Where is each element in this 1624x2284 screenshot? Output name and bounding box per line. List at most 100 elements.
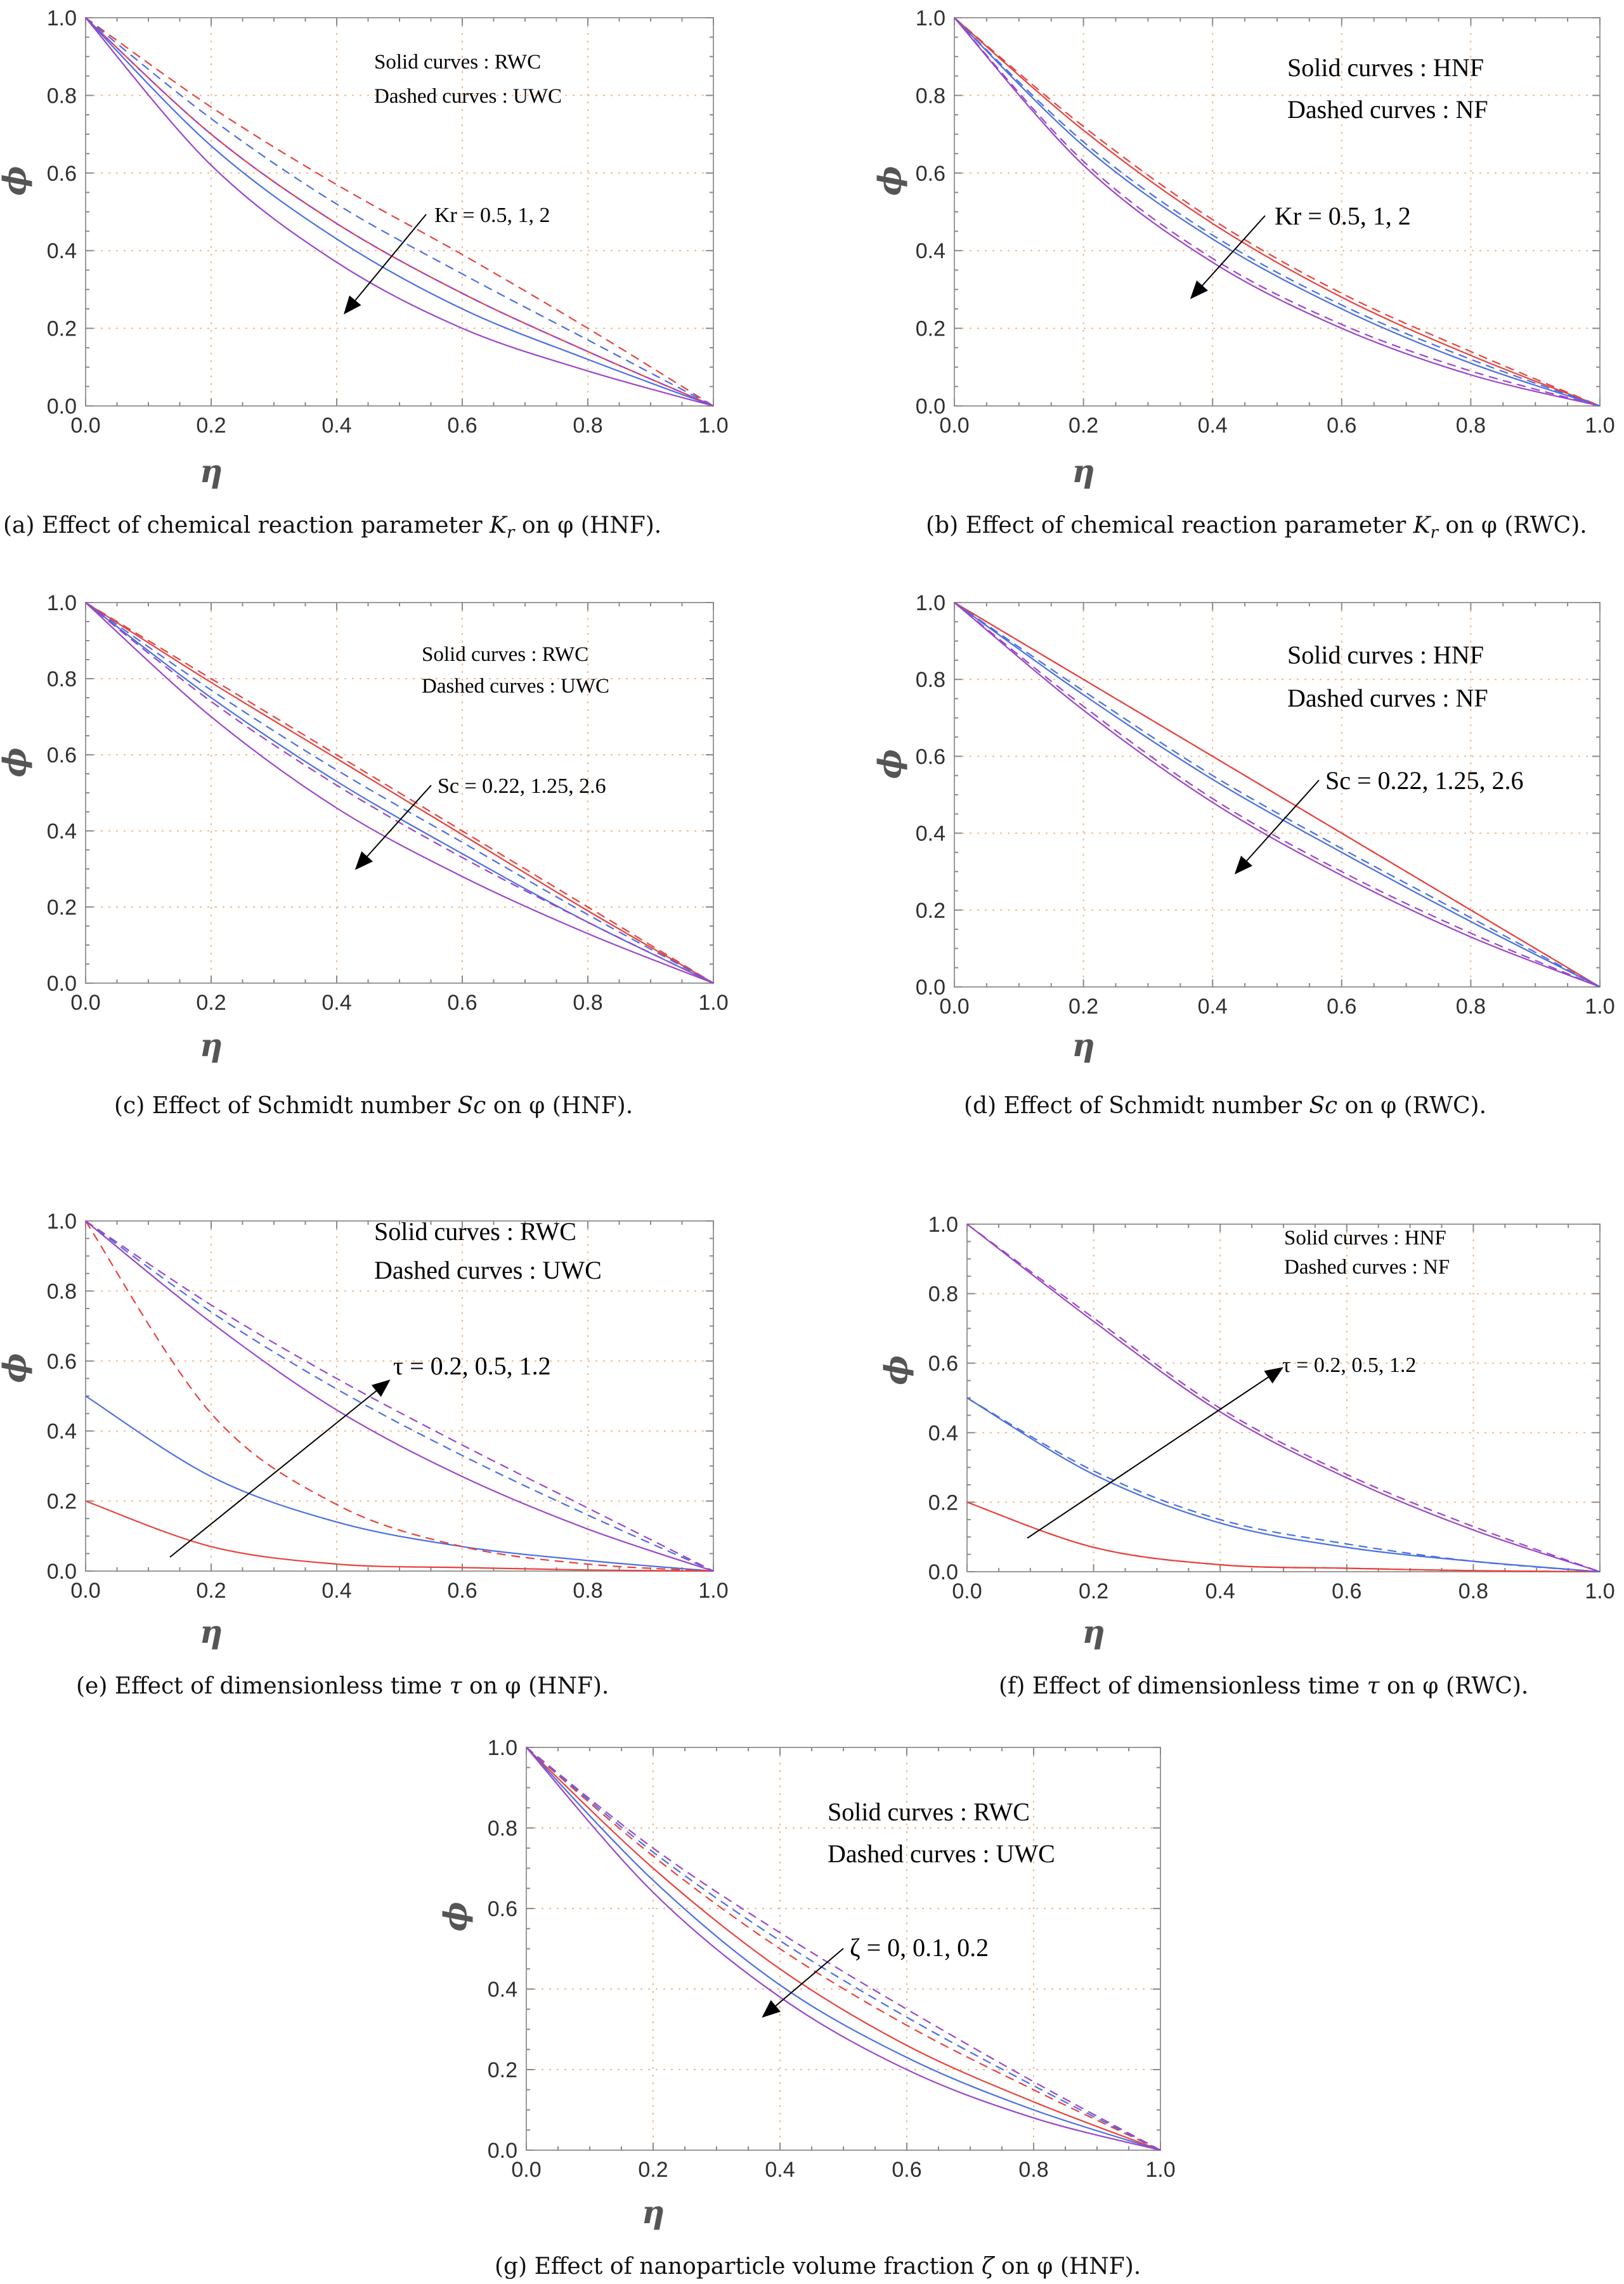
y-axis-label: ϕ — [0, 1353, 33, 1383]
series-line — [85, 1220, 714, 1572]
panel-caption: (g) Effect of nanoparticle volume fracti… — [495, 2254, 1141, 2280]
x-tick-label: 0.2 — [196, 414, 226, 438]
parameter-annotation: Sc = 0.22, 1.25, 2.6 — [1325, 766, 1524, 795]
series-line — [85, 17, 714, 407]
x-axis-label: η — [200, 1026, 223, 1064]
series-line — [526, 1747, 1161, 2151]
series-line — [954, 602, 1601, 988]
series-line — [966, 1224, 1601, 1573]
panel-caption: (f) Effect of dimensionless time τ on φ … — [999, 1673, 1528, 1699]
series-line — [954, 602, 1601, 988]
y-tick-label: 0.4 — [47, 1419, 77, 1444]
chart-panel-a: 0.0 0.2 0.4 0.6 0.8 1.0 0.0 0.2 0.4 0.6 0.8 1.0 η ϕ So… — [0, 6, 729, 542]
parameter-annotation: τ = 0.2, 0.5, 1.2 — [1282, 1354, 1416, 1377]
y-tick-label: 0.8 — [928, 1282, 958, 1307]
series-line — [526, 1747, 1161, 2151]
y-tick-label: 0.6 — [47, 743, 77, 767]
series-line — [526, 1747, 1161, 2151]
y-axis-label: ϕ — [871, 749, 908, 779]
legend-dashed-curves: Dashed curves : NF — [1284, 1256, 1450, 1279]
series-line — [966, 1397, 1601, 1573]
y-tick-label: 0.0 — [928, 1560, 958, 1584]
x-tick-label: 0.4 — [322, 1579, 351, 1603]
y-tick-label: 1.0 — [916, 591, 945, 615]
y-tick-label: 0.6 — [916, 745, 945, 769]
series-line — [954, 17, 1601, 407]
x-tick-label: 1.0 — [698, 1579, 728, 1603]
caption-subscript: r — [1431, 523, 1439, 542]
y-tick-label: 1.0 — [47, 6, 77, 30]
y-tick-label: 0.0 — [916, 395, 945, 419]
x-tick-label: 0.4 — [1198, 414, 1228, 438]
series-line — [85, 1220, 714, 1572]
chart-panel-f: 0.0 0.2 0.4 0.6 0.8 1.0 0.0 0.2 0.4 0.6 0.8 1.0 η ϕ So… — [877, 1213, 1615, 1699]
chart-panel-b: 0.0 0.2 0.4 0.6 0.8 1.0 0.0 0.2 0.4 0.6 0.8 1.0 η ϕ So… — [871, 6, 1615, 542]
parameter-annotation: τ = 0.2, 0.5, 1.2 — [393, 1352, 551, 1380]
y-axis-label: ϕ — [436, 1902, 474, 1931]
legend-dashed-curves: Dashed curves : NF — [1287, 95, 1488, 124]
x-tick-label: 0.0 — [70, 1579, 100, 1603]
x-tick-label: 1.0 — [1585, 414, 1614, 438]
y-axis-label: ϕ — [0, 747, 33, 777]
caption-symbol: K — [489, 512, 508, 538]
x-axis-label: η — [200, 1613, 223, 1650]
caption-symbol: Sc — [458, 1093, 486, 1119]
trend-arrow — [1234, 780, 1320, 875]
x-tick-label: 0.0 — [939, 414, 969, 438]
y-tick-label: 0.6 — [47, 162, 77, 186]
x-tick-label: 0.6 — [447, 1579, 477, 1603]
x-tick-label: 0.2 — [638, 2158, 668, 2182]
trend-arrow — [762, 1948, 844, 2018]
series-line — [954, 17, 1601, 407]
y-tick-label: 0.4 — [488, 1978, 517, 2002]
legend-dashed-curves: Dashed curves : NF — [1287, 684, 1488, 712]
x-tick-label: 0.2 — [1079, 1579, 1108, 1603]
x-tick-label: 0.8 — [573, 414, 602, 438]
x-tick-label: 0.6 — [447, 414, 477, 438]
series-line — [526, 1747, 1161, 2151]
y-tick-label: 1.0 — [47, 591, 77, 615]
y-tick-label: 0.4 — [47, 239, 77, 263]
legend-dashed-curves: Dashed curves : UWC — [828, 1839, 1055, 1868]
y-tick-label: 0.0 — [47, 395, 77, 419]
series-line — [966, 1501, 1601, 1573]
y-tick-label: 0.2 — [47, 317, 77, 341]
caption-text: (d) Effect of Schmidt number — [964, 1093, 1309, 1119]
y-axis-label: ϕ — [0, 166, 33, 196]
legend-solid-curves: Solid curves : HNF — [1284, 1227, 1446, 1250]
y-tick-label: 0.4 — [47, 819, 77, 844]
x-tick-label: 0.4 — [765, 2158, 795, 2182]
series-line — [954, 17, 1601, 407]
legend-dashed-curves: Dashed curves : UWC — [374, 85, 562, 108]
series-line — [954, 17, 1601, 407]
legend-solid-curves: Solid curves : RWC — [374, 51, 541, 74]
y-tick-label: 0.8 — [488, 1817, 517, 1841]
y-axis-label: ϕ — [877, 1355, 914, 1385]
y-tick-label: 0.0 — [47, 1560, 77, 1584]
trend-arrow — [1190, 215, 1266, 299]
series-line — [954, 602, 1601, 988]
legend-solid-curves: Solid curves : RWC — [422, 643, 588, 666]
x-tick-label: 1.0 — [1145, 2158, 1175, 2182]
y-tick-label: 0.2 — [928, 1491, 958, 1515]
chart-panel-e: 0.0 0.2 0.4 0.6 0.8 1.0 0.0 0.2 0.4 0.6 0.8 1.0 η ϕ So… — [0, 1210, 729, 1699]
x-tick-label: 0.6 — [1332, 1579, 1361, 1603]
x-tick-label: 0.6 — [447, 991, 477, 1015]
y-tick-label: 0.8 — [47, 1279, 77, 1303]
series-line — [966, 1397, 1601, 1573]
legend-dashed-curves: Dashed curves : UWC — [422, 675, 609, 698]
y-tick-label: 0.0 — [488, 2139, 517, 2163]
x-tick-label: 0.6 — [1327, 995, 1356, 1019]
caption-symbol: ζ — [982, 2254, 996, 2280]
y-tick-label: 0.2 — [47, 1490, 77, 1514]
legend-solid-curves: Solid curves : RWC — [374, 1217, 576, 1246]
caption-text-tail: on φ (RWC). — [1380, 1673, 1529, 1699]
caption-text-tail: on φ (HNF). — [462, 1673, 609, 1699]
caption-text: (c) Effect of Schmidt number — [114, 1093, 458, 1119]
caption-text: (a) Effect of chemical reaction paramete… — [3, 512, 490, 538]
caption-subscript: r — [507, 523, 516, 542]
x-tick-label: 0.6 — [892, 2158, 921, 2182]
panel-caption: (b) Effect of chemical reaction paramete… — [926, 512, 1587, 542]
y-tick-label: 0.6 — [47, 1350, 77, 1374]
